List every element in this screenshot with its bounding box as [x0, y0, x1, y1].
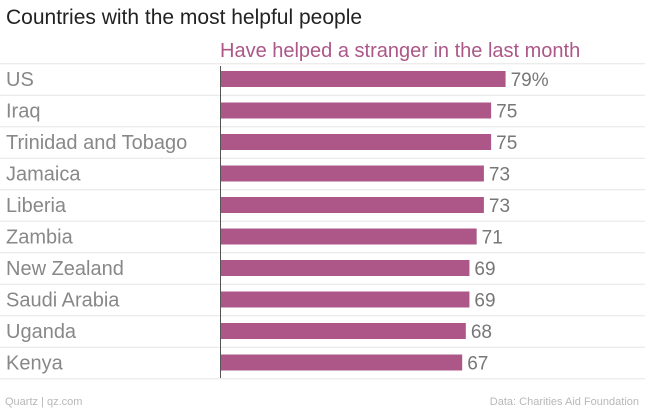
- value-label: 71: [482, 228, 503, 249]
- bars: US 79% Iraq 75 Trinidad and Tobago 75 Jamaica 7…: [6, 69, 549, 375]
- bar: [220, 102, 492, 119]
- bar: [220, 134, 492, 150]
- value-label: 75: [496, 102, 517, 123]
- category-label: Zambia: [6, 227, 74, 249]
- bar: [220, 228, 477, 245]
- category-label: US: [6, 69, 34, 91]
- category-label: Saudi Arabia: [6, 290, 120, 312]
- chart-title: Countries with the most helpful people: [6, 6, 363, 29]
- value-label: 79%: [511, 70, 549, 91]
- bar: [220, 197, 484, 213]
- value-label: 75: [496, 133, 517, 154]
- value-label: 73: [489, 165, 510, 186]
- footer-data-credit: Data: Charities Aid Foundation: [489, 396, 639, 408]
- bar: [220, 291, 470, 308]
- value-label: 68: [471, 322, 492, 343]
- gridlines: [0, 63, 645, 380]
- bar: [220, 165, 484, 182]
- bar: [220, 354, 463, 371]
- category-label: Iraq: [6, 101, 40, 123]
- category-label: Jamaica: [6, 164, 81, 186]
- bar: [220, 260, 470, 276]
- category-label: Liberia: [6, 195, 67, 217]
- value-label: 69: [474, 259, 495, 280]
- value-label: 67: [467, 354, 488, 375]
- bar: [220, 323, 466, 339]
- bar: [220, 71, 506, 87]
- category-label: Kenya: [6, 353, 64, 375]
- series-label: Have helped a stranger in the last month: [220, 40, 580, 62]
- category-label: New Zealand: [6, 258, 124, 280]
- category-label: Uganda: [6, 321, 77, 343]
- value-label: 69: [474, 291, 495, 312]
- footer-source-credit: Quartz | qz.com: [5, 396, 83, 408]
- value-label: 73: [489, 196, 510, 217]
- category-label: Trinidad and Tobago: [6, 132, 187, 154]
